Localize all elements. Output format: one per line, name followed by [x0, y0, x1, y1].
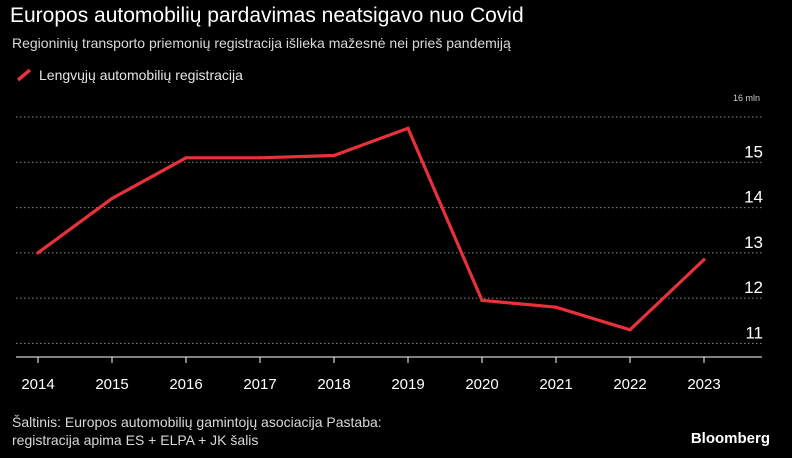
x-tick-label: 2017 — [243, 376, 276, 393]
x-tick-label: 2016 — [169, 376, 202, 393]
y-tick-label: 11 — [745, 323, 763, 342]
chart-title: Europos automobilių pardavimas neatsigav… — [10, 4, 524, 27]
bloomberg-logo: Bloomberg — [690, 430, 770, 447]
source-line-1: Šaltinis: Europos automobilių gamintojų … — [12, 414, 382, 430]
y-tick-label: 13 — [744, 233, 763, 252]
data-point — [36, 251, 40, 255]
y-tick-label: 15 — [744, 142, 763, 161]
legend-label: Lengvųjų automobilių registracija — [39, 67, 243, 83]
y-axis-top-label: 16 mln — [733, 93, 760, 103]
x-tick-label: 2015 — [95, 376, 128, 393]
legend-line-icon — [16, 68, 32, 82]
data-point — [258, 156, 262, 160]
chart-subtitle: Regioninių transporto priemonių registra… — [12, 35, 511, 51]
source-note: Šaltinis: Europos automobilių gamintojų … — [12, 413, 532, 449]
x-tick-label: 2021 — [539, 376, 572, 393]
source-line-2: registracija apima ES + ELPA + JK šalis — [12, 432, 259, 448]
data-point — [332, 153, 336, 158]
series-line — [37, 126, 706, 332]
data-point — [480, 298, 484, 302]
x-tick-label: 2018 — [317, 376, 350, 393]
data-point — [406, 126, 410, 130]
data-point — [110, 196, 114, 201]
y-tick-label: 14 — [744, 188, 763, 207]
x-tick-label: 2014 — [21, 376, 54, 393]
data-point — [184, 156, 188, 160]
y-tick-label: 12 — [744, 278, 763, 297]
data-point — [702, 258, 706, 262]
x-tick-label: 2020 — [465, 376, 498, 393]
x-tick-label: 2023 — [687, 376, 720, 393]
x-tick-label: 2019 — [391, 376, 424, 393]
data-point — [628, 328, 632, 332]
x-tick-label: 2022 — [613, 376, 646, 393]
data-point — [554, 305, 558, 309]
legend: Lengvųjų automobilių registracija — [16, 67, 243, 83]
